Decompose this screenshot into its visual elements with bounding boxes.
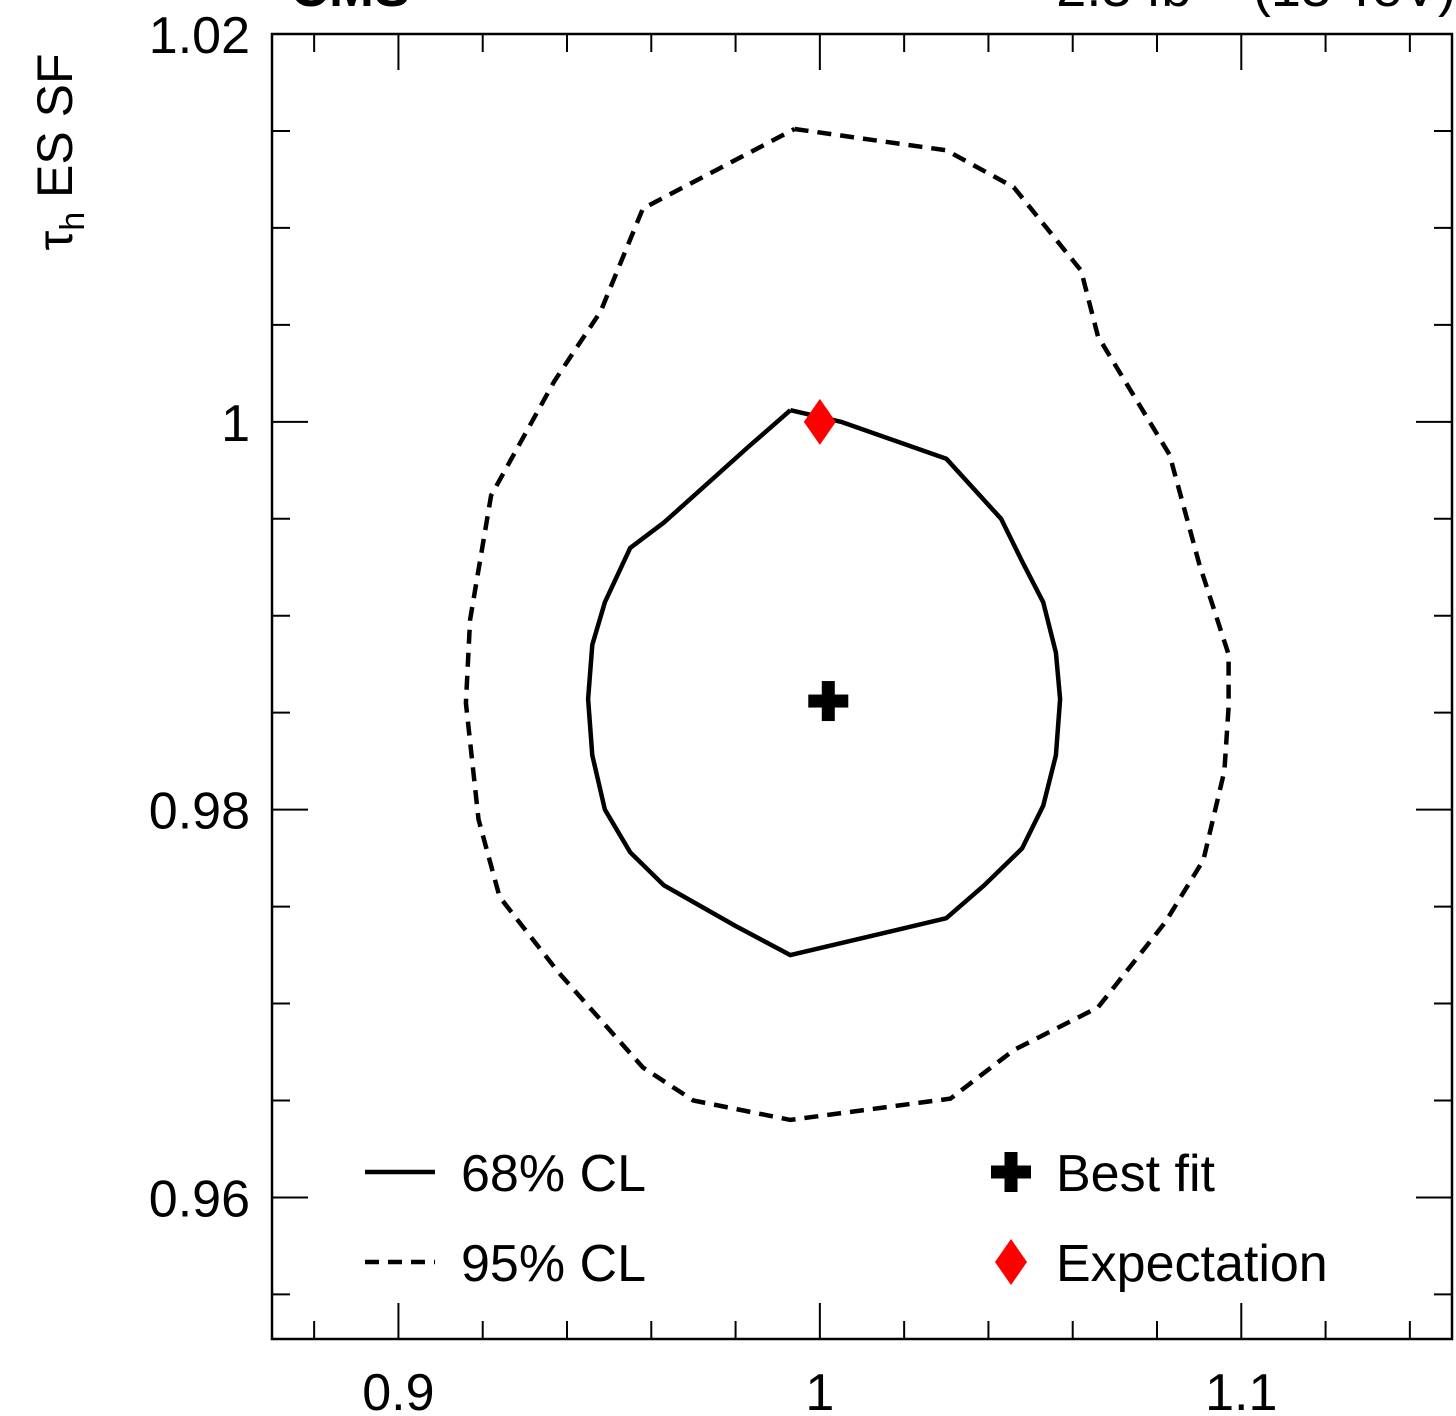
- legend-cross-icon: [991, 1152, 1031, 1192]
- y-axis-label-symbol: τ: [27, 231, 83, 251]
- y-tick-label: 1.02: [149, 7, 250, 65]
- axis-ticks: [272, 33, 1452, 1339]
- y-tick-label: 0.98: [149, 783, 250, 841]
- legend-item: Best fit: [991, 1145, 1215, 1203]
- x-tick-label: 1.1: [1205, 1364, 1277, 1416]
- y-axis-label-text: ES SF: [27, 53, 83, 211]
- legend-item: Expectation: [995, 1235, 1328, 1293]
- contour-95cl: [463, 126, 1231, 1123]
- legend-cross-icon-v: [1004, 1152, 1018, 1192]
- contour-68cl: [585, 408, 1063, 958]
- legend-label: Expectation: [1056, 1235, 1328, 1293]
- y-axis-label-subscript: h: [54, 212, 92, 231]
- best-fit-marker: [808, 681, 849, 722]
- legend-item: 95% CL: [365, 1235, 646, 1293]
- y-axis-label: τh ES SF: [27, 53, 92, 250]
- x-tick-label: 1: [805, 1364, 834, 1416]
- axis-tick-labels: 0.9 1 1.1 0.96 0.98 1 1.02: [149, 7, 1278, 1416]
- legend-item: 68% CL: [365, 1145, 646, 1203]
- header-left: CMS: [290, 0, 410, 18]
- best-fit-marker-v: [821, 681, 835, 722]
- x-tick-label: 0.9: [362, 1364, 434, 1416]
- markers: [803, 398, 849, 722]
- svg-text:τh ES SF: τh ES SF: [27, 53, 92, 250]
- plot-frame: [270, 32, 1454, 1341]
- y-tick-label: 0.96: [149, 1170, 250, 1228]
- contours: [463, 126, 1231, 1123]
- expectation-marker: [803, 398, 836, 445]
- legend-label: 95% CL: [461, 1235, 646, 1293]
- legend-label: 68% CL: [461, 1145, 646, 1203]
- header-right: 2.3 fb⁻¹ (13 TeV): [1056, 0, 1456, 18]
- legend-label: Best fit: [1056, 1145, 1215, 1203]
- legend: 68% CL 95% CL Best fit Expectation: [365, 1145, 1328, 1293]
- y-tick-label: 1: [221, 395, 250, 453]
- legend-diamond-icon: [995, 1239, 1027, 1285]
